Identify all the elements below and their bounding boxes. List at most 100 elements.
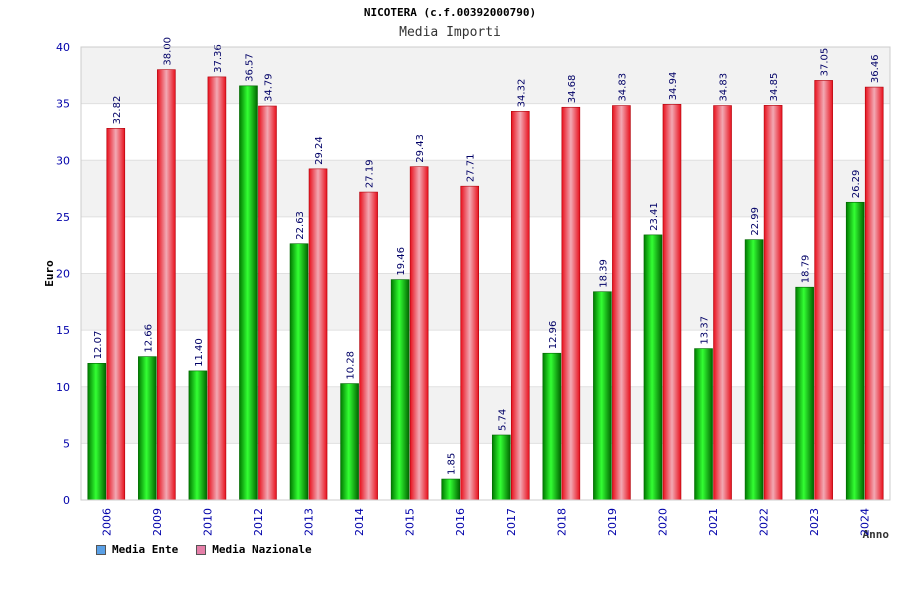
x-tick-label: 2019 <box>606 508 619 536</box>
data-label-nazionale: 27.19 <box>365 159 376 188</box>
data-label-ente: 18.39 <box>598 259 609 288</box>
bar-ente <box>795 286 814 501</box>
bar-ente <box>491 434 511 501</box>
data-label-ente: 22.63 <box>295 211 306 240</box>
chart-title: NICOTERA (c.f.00392000790) <box>363 6 537 19</box>
data-label-nazionale: 36.46 <box>870 54 881 83</box>
data-label-ente: 19.46 <box>396 247 407 276</box>
data-label-ente: 11.40 <box>194 338 205 367</box>
data-label-ente: 5.74 <box>497 409 508 431</box>
bar-nazionale <box>612 105 631 501</box>
bar-ente <box>138 356 157 501</box>
bar-nazionale <box>258 105 277 501</box>
legend-label-nazionale: Media Nazionale <box>212 543 312 556</box>
bar-nazionale <box>864 86 884 501</box>
chart-legend: Media Ente Media Nazionale <box>96 543 312 556</box>
bar-nazionale <box>207 76 227 501</box>
bar-ente <box>694 348 713 501</box>
bar-ente <box>390 279 410 501</box>
bar-ente <box>340 383 359 501</box>
data-label-ente: 12.66 <box>143 324 154 353</box>
bar-nazionale <box>713 105 732 501</box>
data-label-nazionale: 29.24 <box>314 136 325 165</box>
legend-item-ente: Media Ente <box>96 543 178 556</box>
x-tick-label: 2006 <box>100 508 113 536</box>
bar-ente <box>845 201 865 501</box>
data-label-ente: 10.28 <box>346 351 357 380</box>
y-axis-label: Euro <box>43 260 56 287</box>
x-tick-label: 2023 <box>808 508 821 536</box>
data-label-nazionale: 34.83 <box>617 73 628 102</box>
data-label-nazionale: 37.05 <box>820 48 831 77</box>
plot-frame <box>80 46 891 501</box>
bar-ente <box>188 370 208 501</box>
data-label-ente: 12.07 <box>93 331 104 360</box>
legend-swatch-ente <box>96 544 106 555</box>
bar-nazionale <box>460 185 480 501</box>
bar-nazionale <box>662 104 682 501</box>
bar-ente <box>542 352 562 501</box>
x-tick-label: 2014 <box>353 508 366 536</box>
y-tick-label: 30 <box>56 154 70 167</box>
legend-swatch-nazionale <box>196 544 207 555</box>
bar-nazionale <box>106 128 126 501</box>
x-tick-label: 2022 <box>758 508 771 536</box>
bar-ente <box>744 239 764 501</box>
x-tick-label: 2021 <box>707 508 720 536</box>
bar-ente <box>239 85 258 501</box>
bar-nazionale <box>561 106 581 501</box>
y-tick-label: 20 <box>56 268 70 281</box>
bar-nazionale <box>763 105 783 501</box>
data-label-nazionale: 34.83 <box>719 73 730 102</box>
bar-ente <box>593 291 612 501</box>
data-label-nazionale: 37.36 <box>213 44 224 73</box>
x-tick-label: 2016 <box>454 508 467 536</box>
x-tick-label: 2012 <box>252 508 265 536</box>
data-label-nazionale: 34.68 <box>567 75 578 104</box>
y-tick-label: 0 <box>63 494 70 507</box>
data-label-ente: 22.99 <box>750 207 761 236</box>
legend-item-nazionale: Media Nazionale <box>196 543 312 556</box>
data-label-nazionale: 34.79 <box>263 73 274 102</box>
data-label-nazionale: 32.82 <box>112 96 123 125</box>
bar-ente <box>87 363 107 501</box>
data-label-nazionale: 34.85 <box>769 73 780 102</box>
data-label-ente: 26.29 <box>851 170 862 199</box>
y-tick-label: 40 <box>56 41 70 54</box>
legend-label-ente: Media Ente <box>112 543 179 556</box>
bar-nazionale <box>157 69 176 501</box>
bar-nazionale <box>510 111 530 501</box>
chart-subtitle: Media Importi <box>399 25 501 40</box>
data-label-nazionale: 34.94 <box>668 72 679 101</box>
data-label-nazionale: 29.43 <box>415 134 426 163</box>
data-label-ente: 12.96 <box>548 321 559 350</box>
x-tick-label: 2018 <box>555 508 568 536</box>
x-tick-label: 2024 <box>859 508 872 536</box>
x-tick-label: 2009 <box>151 508 164 536</box>
x-tick-label: 2017 <box>505 508 518 536</box>
x-tick-label: 2010 <box>201 508 214 536</box>
data-label-ente: 1.85 <box>447 453 458 475</box>
bar-ente <box>289 243 309 501</box>
bar-nazionale <box>409 166 429 501</box>
data-label-ente: 23.41 <box>649 202 660 231</box>
data-label-ente: 36.57 <box>244 53 255 82</box>
y-tick-label: 35 <box>56 98 70 111</box>
data-label-ente: 18.79 <box>801 255 812 284</box>
x-tick-label: 2015 <box>404 508 417 536</box>
bar-nazionale <box>359 191 378 501</box>
x-tick-label: 2013 <box>303 508 316 536</box>
bar-nazionale <box>308 168 328 501</box>
x-axis-label: Anno <box>863 528 890 541</box>
bar-ente <box>441 478 461 501</box>
data-label-nazionale: 38.00 <box>162 37 173 66</box>
data-label-ente: 13.37 <box>700 316 711 345</box>
y-tick-label: 15 <box>56 324 70 337</box>
y-tick-label: 5 <box>63 437 70 450</box>
y-tick-label: 10 <box>56 381 70 394</box>
data-label-nazionale: 27.71 <box>466 154 477 183</box>
y-tick-label: 25 <box>56 211 70 224</box>
x-tick-label: 2020 <box>656 508 669 536</box>
data-label-nazionale: 34.32 <box>516 79 527 108</box>
